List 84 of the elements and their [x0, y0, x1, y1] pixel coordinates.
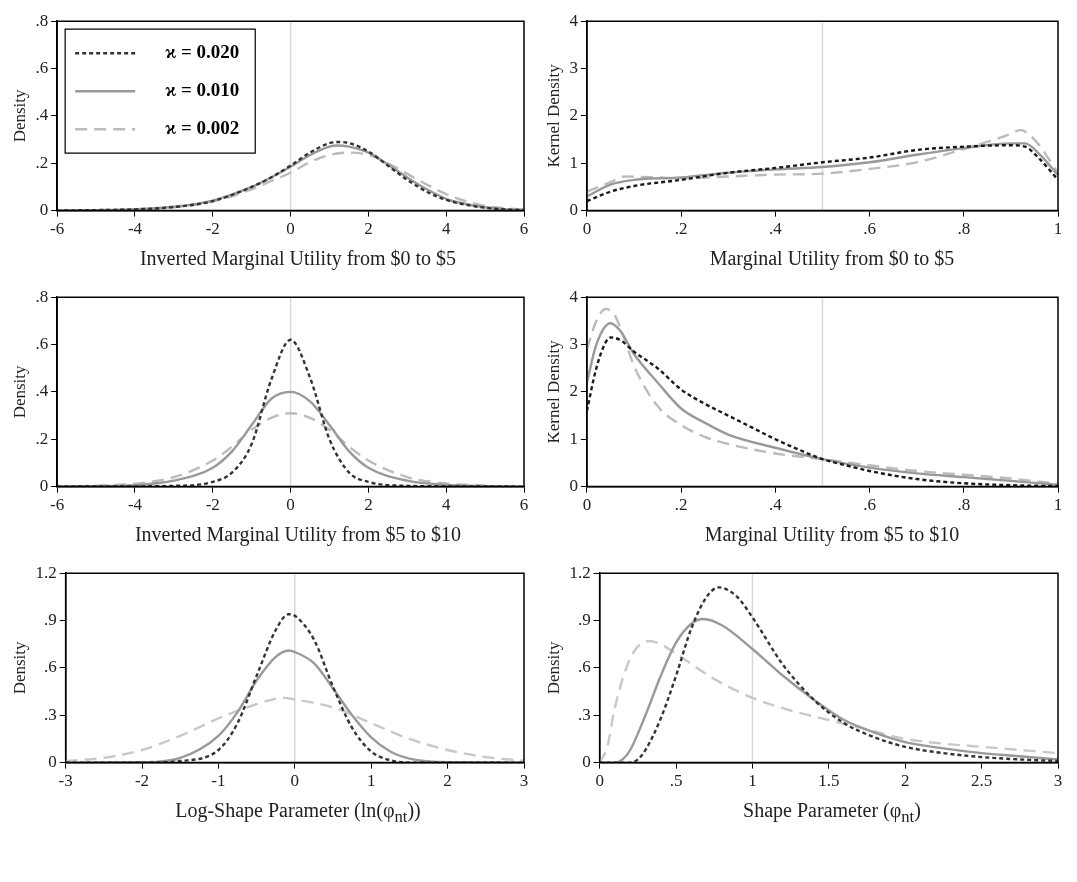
y-tick-label: 2	[569, 381, 578, 401]
y-tick-label: .8	[35, 286, 49, 306]
y-axis-title: Density	[9, 640, 29, 695]
y-tick-label: 0	[569, 200, 578, 220]
y-tick-label: .9	[577, 610, 591, 630]
y-axis-title: Density	[543, 640, 563, 695]
x-tick-label: .4	[768, 495, 783, 515]
y-tick-label: 0	[582, 752, 591, 772]
x-tick-label: 3	[519, 771, 529, 791]
y-tick-label: 1	[569, 428, 578, 448]
y-tick-label: .3	[577, 704, 591, 724]
x-tick-label: -2	[134, 771, 150, 791]
x-tick-label: .6	[863, 219, 876, 239]
x-tick-label: .8	[957, 495, 971, 515]
y-tick-label: .6	[43, 657, 57, 677]
x-tick-label: -4	[127, 495, 143, 515]
y-tick-label: 0	[48, 752, 57, 772]
x-tick-label: 1	[1053, 495, 1063, 515]
x-axis-title: Inverted Marginal Utility from $0 to $5	[138, 247, 458, 270]
y-tick-label: 0	[39, 200, 49, 220]
x-tick-label: .6	[863, 495, 876, 515]
x-tick-label: 1.5	[818, 771, 840, 791]
y-tick-label: 1	[569, 152, 578, 172]
x-tick-label: 3	[1053, 771, 1063, 791]
x-axis-title: Marginal Utility from $5 to $10	[703, 523, 961, 546]
x-tick-label: 2	[364, 219, 373, 239]
y-tick-label: .6	[35, 334, 49, 354]
x-axis-title: Marginal Utility from $0 to $5	[708, 247, 956, 270]
line-series	[586, 128, 1058, 193]
x-tick-label: 1	[366, 771, 376, 791]
x-axis-title: Log-Shape Parameter (ln(φ$_{nt}$))	[174, 799, 422, 827]
y-tick-label: 4	[569, 10, 579, 30]
legend-label: ϰ = 0.020	[165, 41, 240, 63]
x-tick-label: -2	[205, 495, 220, 515]
y-tick-label: 3	[569, 58, 578, 78]
y-tick-label: .8	[35, 10, 49, 30]
x-tick-label: -6	[50, 219, 65, 239]
x-axis-title: Shape Parameter (φ$_{nt}$)	[742, 799, 922, 827]
x-tick-label: -2	[205, 219, 220, 239]
y-tick-label: .6	[577, 657, 591, 677]
y-tick-label: .6	[35, 58, 49, 78]
y-tick-label: 0	[39, 476, 49, 496]
x-tick-label: 2	[900, 771, 910, 791]
y-tick-label: .2	[35, 428, 49, 448]
y-tick-label: .4	[35, 381, 49, 401]
x-tick-label: 0	[286, 495, 295, 515]
x-tick-label: 1	[748, 771, 757, 791]
y-axis-title: Density	[9, 364, 29, 419]
y-tick-label: 1.2	[35, 562, 57, 582]
x-tick-label: 2	[443, 771, 452, 791]
x-tick-label: .5	[669, 771, 683, 791]
y-tick-label: 0	[569, 476, 578, 496]
x-tick-label: 2.5	[970, 771, 993, 791]
x-tick-label: 4	[441, 495, 451, 515]
x-tick-label: -3	[58, 771, 73, 791]
x-tick-label: .2	[674, 495, 688, 515]
x-tick-label: -1	[211, 771, 226, 791]
y-tick-label: 3	[569, 334, 578, 354]
y-tick-label: 2	[569, 105, 578, 125]
x-tick-label: -6	[50, 495, 65, 515]
y-tick-label: 1.2	[569, 562, 591, 582]
x-tick-label: 0	[290, 771, 300, 791]
y-tick-label: .9	[43, 610, 57, 630]
y-tick-label: .3	[43, 704, 57, 724]
x-axis-title: Inverted Marginal Utility from $5 to $10	[133, 523, 463, 546]
y-tick-label: .4	[35, 105, 49, 125]
x-tick-label: -4	[127, 219, 143, 239]
y-axis-title: Density	[9, 88, 29, 143]
x-tick-label: 4	[441, 219, 451, 239]
legend-label: ϰ = 0.010	[165, 79, 240, 101]
x-tick-label: 1	[1053, 219, 1063, 239]
y-tick-label: 4	[569, 286, 579, 306]
x-tick-label: .8	[957, 219, 971, 239]
y-axis-title: Kernel Density	[543, 63, 563, 168]
x-tick-label: 2	[364, 495, 373, 515]
legend-label: ϰ = 0.002	[165, 117, 240, 139]
x-tick-label: .4	[768, 219, 783, 239]
x-tick-label: .2	[674, 219, 688, 239]
x-tick-label: 6	[519, 495, 529, 515]
x-tick-label: 6	[519, 219, 529, 239]
x-tick-label: 0	[286, 219, 295, 239]
y-axis-title: Kernel Density	[543, 339, 563, 444]
y-tick-label: .2	[35, 152, 49, 172]
x-tick-label: 0	[595, 771, 604, 791]
